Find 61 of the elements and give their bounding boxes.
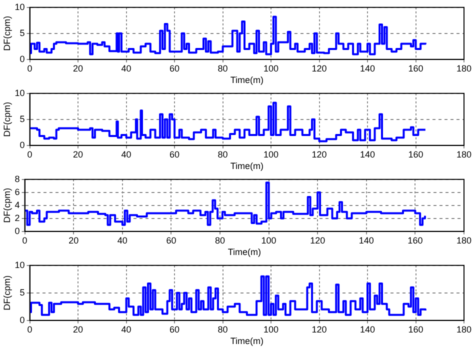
y-tick-label: 8	[14, 174, 20, 184]
x-tick-label: 180	[456, 63, 472, 74]
y-axis-title: DF(cpm)	[2, 102, 12, 137]
y-tick-label: 10	[14, 260, 25, 270]
x-tick-label: 160	[408, 235, 423, 246]
y-tick-label: 5	[20, 287, 25, 298]
x-tick-label: 120	[310, 235, 326, 246]
x-tick-label: 180	[456, 324, 472, 334]
y-tick-label: 4	[14, 200, 20, 210]
x-tick-label: 120	[312, 63, 327, 74]
x-tick-label: 120	[312, 324, 327, 334]
x-tick-label: 160	[408, 149, 424, 160]
x-tick-label: 0	[27, 149, 32, 160]
x-tick-label: 80	[218, 324, 228, 334]
y-tick-label: 0	[20, 314, 25, 325]
x-tick-label: 140	[360, 63, 376, 74]
x-axis-title: Time(m)	[230, 161, 264, 172]
x-tick-label: 100	[264, 149, 279, 160]
x-tick-label: 80	[218, 149, 228, 160]
x-tick-label: 60	[170, 149, 180, 160]
x-tick-label: 100	[264, 324, 279, 334]
y-tick-label: 2	[14, 212, 20, 223]
x-tick-label: 160	[408, 324, 424, 334]
y-axis-title: DF(cpm)	[2, 275, 12, 310]
x-tick-label: 100	[264, 63, 279, 74]
x-tick-label: 100	[261, 235, 276, 246]
y-axis-title: DF(cpm)	[2, 16, 12, 51]
x-tick-label: 40	[121, 63, 132, 74]
x-axis-title: Time(m)	[230, 75, 264, 86]
x-tick-label: 80	[218, 63, 228, 74]
x-tick-label: 160	[408, 63, 424, 74]
x-tick-label: 60	[170, 63, 180, 74]
x-tick-label: 40	[117, 235, 128, 246]
y-tick-label: 10	[14, 2, 25, 12]
y-tick-label: 10	[14, 88, 25, 98]
x-tick-label: 180	[456, 149, 472, 160]
x-tick-label: 40	[121, 324, 132, 334]
x-tick-label: 120	[312, 149, 327, 160]
x-tick-label: 60	[166, 235, 176, 246]
x-tick-label: 20	[73, 63, 84, 74]
y-tick-label: 0	[20, 54, 25, 64]
x-tick-label: 40	[121, 149, 132, 160]
y-tick-label: 5	[20, 114, 25, 124]
x-tick-label: 20	[73, 149, 84, 160]
y-tick-label: 6	[14, 186, 20, 197]
x-axis-title: Time(m)	[230, 336, 264, 346]
x-tick-label: 140	[360, 324, 376, 334]
x-tick-label: 180	[456, 235, 472, 246]
x-tick-label: 140	[358, 235, 374, 246]
x-tick-label: 80	[214, 235, 226, 246]
x-axis-title: Time(m)	[228, 247, 261, 258]
x-tick-label: 20	[68, 235, 79, 246]
y-tick-label: 5	[20, 28, 25, 38]
y-axis-title: DF(cpm)	[2, 188, 12, 223]
x-tick-label: 140	[360, 149, 376, 160]
x-tick-label: 60	[170, 324, 180, 334]
y-tick-label: 0	[14, 226, 20, 236]
y-tick-label: 0	[20, 140, 25, 150]
x-tick-label: 0	[27, 63, 32, 74]
x-tick-label: 0	[27, 324, 32, 334]
x-tick-label: 20	[73, 324, 84, 334]
